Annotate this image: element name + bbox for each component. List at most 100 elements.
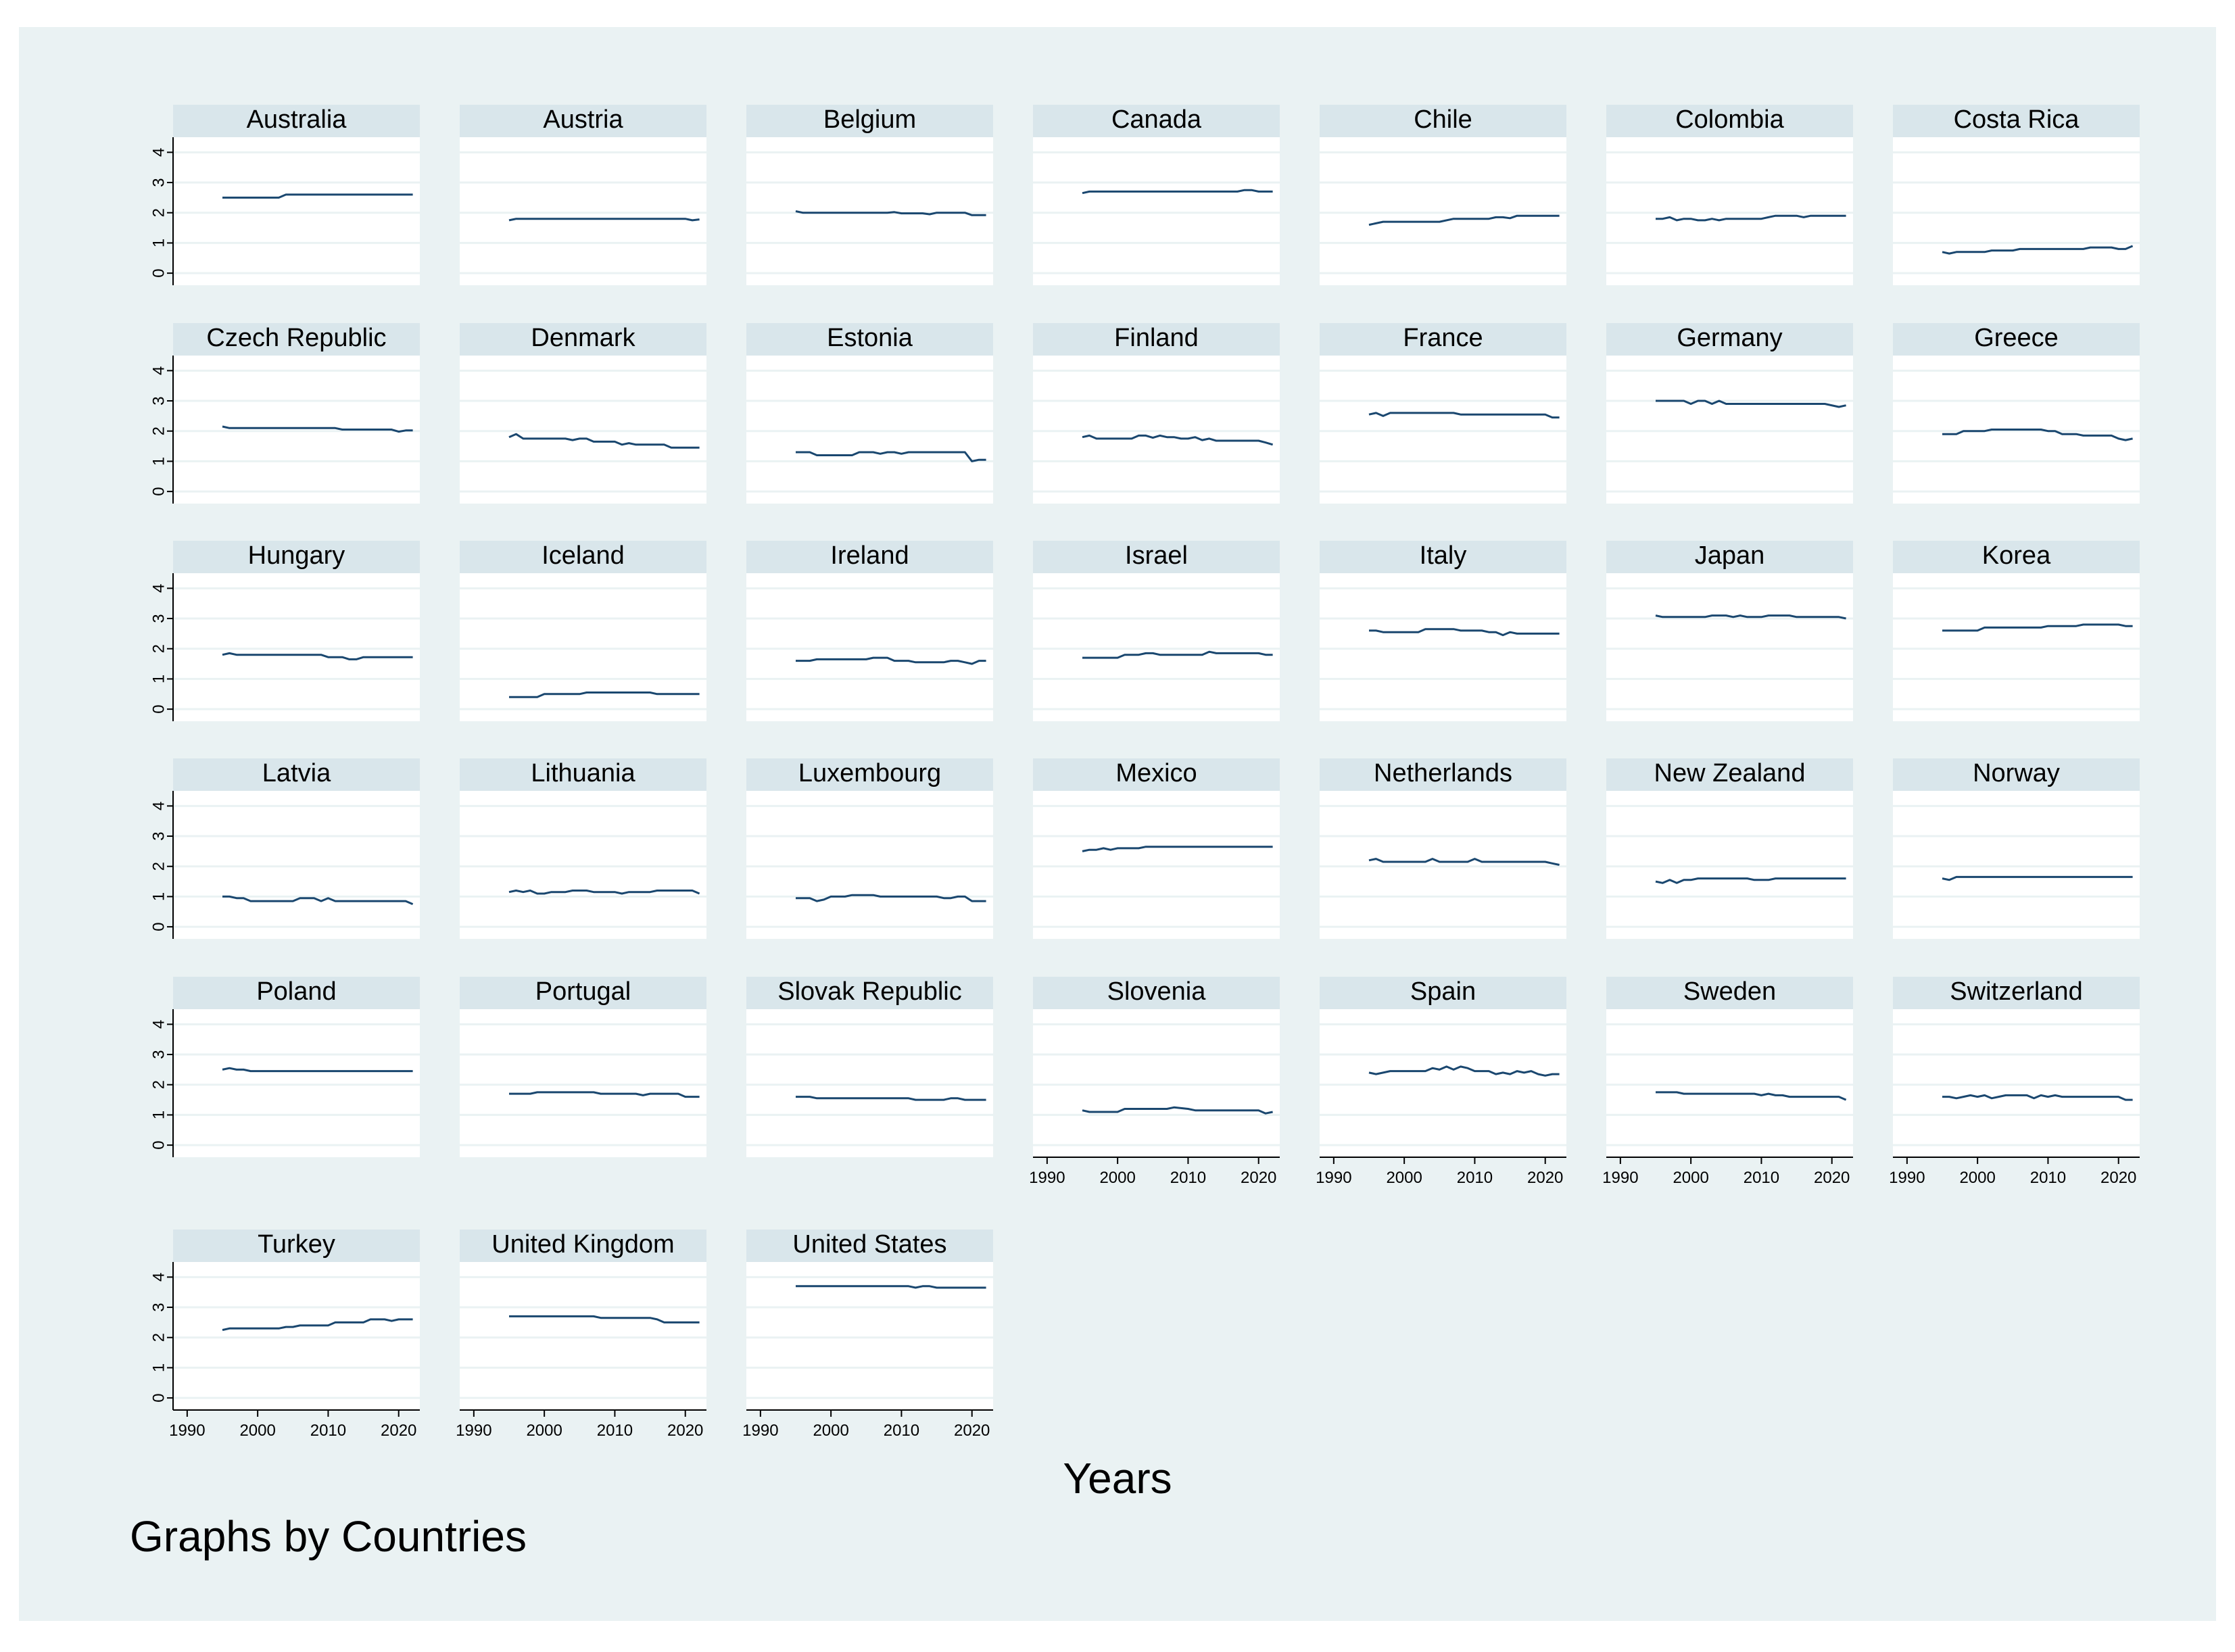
x-tick-label: 2020: [2100, 1169, 2136, 1187]
panel-title: New Zealand: [1654, 759, 1806, 787]
panel-ireland: Ireland: [746, 541, 993, 721]
panel-title: Spain: [1410, 977, 1476, 1006]
panel-korea: Korea: [1893, 541, 2140, 721]
panel-title: Poland: [256, 977, 336, 1006]
y-tick-label: 4: [149, 1020, 168, 1029]
panel-header: [1033, 758, 1280, 791]
plot-area: [1893, 137, 2140, 285]
plot-area: [173, 137, 420, 285]
series-line: [796, 1096, 986, 1101]
panel-slovak-republic: Slovak Republic: [746, 977, 993, 1157]
x-tick-label: 2010: [1457, 1169, 1493, 1187]
x-tick-label: 2010: [597, 1422, 633, 1440]
plot-area: [1606, 573, 1853, 721]
panel-title: Ireland: [830, 541, 909, 570]
panel-title: Estonia: [827, 324, 913, 352]
series-line: [1942, 1094, 2133, 1101]
panel-denmark: Denmark: [460, 323, 706, 504]
y-tick-label: 0: [149, 922, 168, 931]
plot-area: [746, 573, 993, 721]
x-tick-label: 2020: [1814, 1169, 1850, 1187]
series-line: [796, 1285, 986, 1289]
panel-latvia: Latvia 0 1 2 3 4: [149, 758, 420, 939]
x-tick-label: 2000: [813, 1422, 848, 1440]
panel-title: United Kingdom: [491, 1230, 674, 1259]
panel-title: Chile: [1414, 105, 1472, 134]
plot-area: [1320, 356, 1566, 504]
panel-header: [1893, 323, 2140, 356]
panel-slovenia: Slovenia 1990 2000 2010 2020: [1029, 977, 1280, 1187]
panel-portugal: Portugal: [460, 977, 706, 1157]
series-line: [1655, 877, 1846, 884]
y-tick-label: 1: [149, 239, 168, 247]
plot-area: [1033, 791, 1280, 939]
y-tick-label: 0: [149, 1393, 168, 1402]
series-line: [509, 1091, 700, 1098]
panel-header: [1606, 758, 1853, 791]
series-line: [1942, 429, 2133, 441]
panel-title: Denmark: [531, 324, 635, 352]
panel-title: Hungary: [248, 541, 345, 570]
panel-header: [173, 977, 420, 1009]
series-line: [509, 691, 700, 698]
panel-header: [1893, 758, 2140, 791]
panel-iceland: Iceland: [460, 541, 706, 721]
panel-title: Lithuania: [531, 759, 635, 787]
y-tick-label: 3: [149, 1303, 168, 1311]
panel-header: [173, 541, 420, 573]
panel-greece: Greece: [1893, 323, 2140, 504]
x-tick-label: 1990: [1602, 1169, 1638, 1187]
panel-header: [173, 758, 420, 791]
series-line: [508, 218, 700, 222]
x-tick-label: 2010: [1170, 1169, 1206, 1187]
series-line: [1655, 614, 1846, 620]
x-tick-label: 2000: [1673, 1169, 1708, 1187]
series-line: [795, 210, 986, 216]
panel-header: [460, 977, 706, 1009]
series-line: [222, 652, 413, 660]
plot-area: [460, 137, 706, 285]
x-tick-label: 2020: [381, 1422, 416, 1440]
plot-area: [1320, 1009, 1566, 1157]
panel-header: [1033, 977, 1280, 1009]
panel-germany: Germany: [1606, 323, 1853, 504]
y-tick-label: 4: [149, 584, 168, 593]
series-line: [1656, 399, 1846, 408]
series-line: [1082, 189, 1273, 195]
panel-header: [1606, 105, 1853, 137]
panel-title: Latvia: [262, 759, 331, 787]
panel-header: [1320, 541, 1566, 573]
panel-header: [746, 977, 993, 1009]
x-tick-label: 1990: [742, 1422, 778, 1440]
panel-title: Korea: [1982, 541, 2051, 570]
series-line: [509, 1315, 700, 1323]
plot-area: [1606, 791, 1853, 939]
panel-mexico: Mexico: [1033, 758, 1280, 939]
series-line: [1656, 214, 1846, 222]
y-tick-label: 1: [149, 1111, 168, 1119]
plot-area: [1606, 356, 1853, 504]
x-tick-label: 2020: [1241, 1169, 1276, 1187]
series-line: [1942, 623, 2133, 632]
panel-header: [460, 323, 706, 356]
x-tick-label: 2000: [1099, 1169, 1135, 1187]
plot-area: [173, 1009, 420, 1157]
panel-header: [460, 758, 706, 791]
series-line: [1656, 1091, 1847, 1101]
y-tick-label: 2: [149, 1080, 168, 1089]
plot-area: [746, 791, 993, 939]
panel-chile: Chile: [1320, 105, 1566, 285]
x-tick-label: 1990: [456, 1422, 491, 1440]
panel-header: [746, 758, 993, 791]
panel-title: Canada: [1111, 105, 1202, 134]
plot-area: [460, 791, 706, 939]
plot-area: [460, 356, 706, 504]
y-tick-label: 3: [149, 614, 168, 623]
panel-header: [746, 541, 993, 573]
panel-title: Luxembourg: [798, 759, 941, 787]
panel-header: [1320, 323, 1566, 356]
panel-title: Netherlands: [1374, 759, 1512, 787]
plot-area: [746, 1262, 993, 1410]
y-tick-label: 3: [149, 396, 168, 405]
panel-title: Italy: [1420, 541, 1467, 570]
